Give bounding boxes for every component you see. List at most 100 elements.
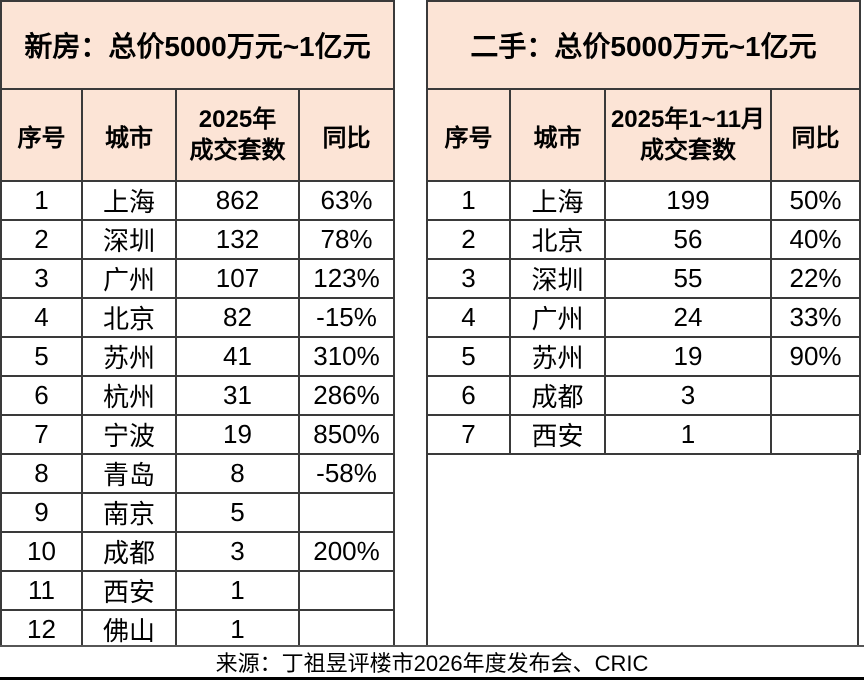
table-cell: 3 [426, 258, 511, 299]
second-hand-col-header-count-line1: 2025年1~11月 [610, 105, 766, 133]
table-cell: 佛山 [81, 609, 177, 650]
table-cell: 北京 [81, 297, 177, 338]
table-cell: 6 [0, 375, 83, 416]
table-cell: 850% [297, 414, 396, 455]
new-homes-table-body: 1 上海 862 63% 2 深圳 132 78% 3 广州 107 123% 4 北京 82 -15% 5 苏州… [0, 180, 396, 650]
table-row: 7 宁波 19 850% [0, 414, 396, 455]
table-cell: 22% [769, 258, 862, 299]
source-footer: 来源：丁祖昱评楼市2026年度发布会、CRIC [0, 645, 864, 677]
table-cell: 2 [426, 219, 511, 260]
table-row: 4 广州 24 33% [426, 297, 862, 338]
table-cell: 55 [604, 258, 772, 299]
table-cell: 3 [604, 375, 772, 416]
table-cell: 成都 [81, 531, 177, 572]
table-cell [297, 492, 396, 533]
table-cell: 82 [175, 297, 300, 338]
new-homes-title: 新房：总价5000万元~1亿元 [0, 0, 396, 90]
table-cell: 南京 [81, 492, 177, 533]
new-homes-col-header-count: 2025年 成交套数 [175, 88, 300, 182]
table-cell: 90% [769, 336, 862, 377]
table-row: 3 深圳 55 22% [426, 258, 862, 299]
table-cell: 862 [175, 180, 300, 221]
table-row: 9 南京 5 [0, 492, 396, 533]
table-cell: 12 [0, 609, 83, 650]
table-cell: -58% [297, 453, 396, 494]
right-table-outline-extension-left [426, 450, 428, 645]
table-cell: 40% [769, 219, 862, 260]
table-cell: 7 [426, 414, 511, 455]
table-cell: 苏州 [81, 336, 177, 377]
new-homes-col-header-count-line1: 2025年 [198, 105, 277, 133]
table-cell: 9 [0, 492, 83, 533]
table-cell: 19 [604, 336, 772, 377]
table-cell: 2 [0, 219, 83, 260]
second-hand-table-body: 1 上海 199 50% 2 北京 56 40% 3 深圳 55 22% 4 广州 24 33% 5 苏州 19 90… [426, 180, 862, 455]
second-hand-col-header-city: 城市 [509, 88, 606, 182]
table-cell: 50% [769, 180, 862, 221]
new-homes-table: 新房：总价5000万元~1亿元 序号 城市 2025年 成交套数 同比 1 上海 8… [0, 0, 396, 650]
new-homes-title-row: 新房：总价5000万元~1亿元 [0, 0, 396, 90]
table-cell: 310% [297, 336, 396, 377]
table-cell: 19 [175, 414, 300, 455]
new-homes-col-header-index: 序号 [0, 88, 83, 182]
table-cell: 上海 [81, 180, 177, 221]
table-cell: 1 [426, 180, 511, 221]
table-cell: 杭州 [81, 375, 177, 416]
table-cell: 北京 [509, 219, 606, 260]
table-row: 11 西安 1 [0, 570, 396, 611]
second-hand-table: 二手：总价5000万元~1亿元 序号 城市 2025年1~11月 成交套数 同比… [425, 0, 862, 455]
table-cell: 31 [175, 375, 300, 416]
table-cell: 苏州 [509, 336, 606, 377]
second-hand-col-header-index: 序号 [426, 88, 511, 182]
table-cell: 3 [175, 531, 300, 572]
table-row: 8 青岛 8 -58% [0, 453, 396, 494]
table-cell: 78% [297, 219, 396, 260]
table-cell: 6 [426, 375, 511, 416]
second-hand-col-header-yoy: 同比 [769, 88, 862, 182]
new-homes-col-header-yoy: 同比 [297, 88, 396, 182]
table-row: 3 广州 107 123% [0, 258, 396, 299]
table-row: 10 成都 3 200% [0, 531, 396, 572]
table-cell: 286% [297, 375, 396, 416]
table-cell [297, 570, 396, 611]
table-cell: 西安 [81, 570, 177, 611]
table-row: 6 成都 3 [426, 375, 862, 416]
new-homes-col-header-city: 城市 [81, 88, 177, 182]
second-hand-title-row: 二手：总价5000万元~1亿元 [425, 0, 862, 90]
table-cell: 5 [0, 336, 83, 377]
second-hand-header-row: 序号 城市 2025年1~11月 成交套数 同比 [426, 88, 862, 182]
table-cell: 深圳 [81, 219, 177, 260]
table-cell: 5 [175, 492, 300, 533]
table-row: 2 深圳 132 78% [0, 219, 396, 260]
table-cell: 107 [175, 258, 300, 299]
table-row: 5 苏州 19 90% [426, 336, 862, 377]
second-hand-title: 二手：总价5000万元~1亿元 [425, 0, 862, 90]
table-row: 1 上海 862 63% [0, 180, 396, 221]
table-cell: 41 [175, 336, 300, 377]
bottom-border-bar [0, 677, 864, 680]
table-cell: 4 [426, 297, 511, 338]
table-row: 4 北京 82 -15% [0, 297, 396, 338]
table-cell: 8 [175, 453, 300, 494]
source-text: 来源：丁祖昱评楼市2026年度发布会、CRIC [215, 651, 649, 676]
table-cell: 青岛 [81, 453, 177, 494]
table-row: 5 苏州 41 310% [0, 336, 396, 377]
table-cell: 1 [604, 414, 772, 455]
table-row: 7 西安 1 [426, 414, 862, 455]
table-cell: 132 [175, 219, 300, 260]
table-cell [769, 414, 862, 455]
table-cell: 5 [426, 336, 511, 377]
table-row: 2 北京 56 40% [426, 219, 862, 260]
table-cell: 8 [0, 453, 83, 494]
right-table-outline-extension-right [857, 450, 859, 645]
table-cell: 7 [0, 414, 83, 455]
table-cell: 广州 [509, 297, 606, 338]
table-cell: -15% [297, 297, 396, 338]
table-cell: 3 [0, 258, 83, 299]
table-cell: 广州 [81, 258, 177, 299]
table-cell: 1 [175, 570, 300, 611]
table-cell: 199 [604, 180, 772, 221]
table-cell: 西安 [509, 414, 606, 455]
table-cell: 宁波 [81, 414, 177, 455]
